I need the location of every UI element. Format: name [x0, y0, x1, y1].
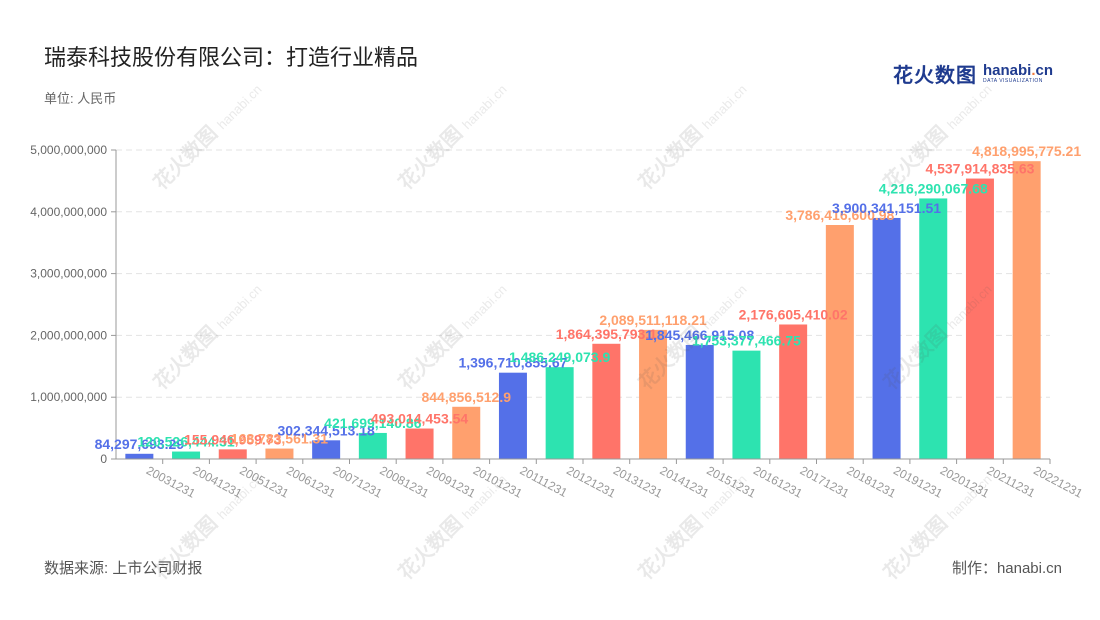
bar: [265, 448, 294, 459]
bar: [498, 372, 527, 459]
x-tick-label: 20051231: [237, 463, 291, 501]
bar: [312, 440, 341, 459]
x-tick-label: 20221231: [1031, 463, 1085, 501]
x-tick-label: 20071231: [331, 463, 385, 501]
data-label: 4,216,290,067.68: [879, 180, 988, 196]
data-label: 155,946,959.73: [184, 431, 282, 447]
unit-label: 单位: 人民币: [44, 91, 117, 106]
grid-lines: [116, 149, 1050, 398]
x-axis-ticks: 2003123120041231200512312006123120071231…: [144, 459, 1085, 501]
data-label: 1,864,395,793.1: [556, 326, 657, 342]
x-tick-label: 20061231: [284, 463, 338, 501]
data-labels: 84,297,693.29120,526,444.31155,946,959.7…: [95, 143, 1082, 452]
data-label: 2,176,605,410.02: [739, 306, 848, 322]
data-label: 84,297,693.29: [95, 436, 185, 452]
data-label: 3,786,416,600.98: [785, 207, 894, 223]
data-label: 1,396,710,855.67: [458, 355, 567, 371]
bar: [965, 178, 994, 459]
logo-en-tld: cn: [1035, 61, 1054, 79]
bar: [639, 329, 668, 459]
bar: [779, 324, 808, 459]
data-label: 2,089,511,118.21: [599, 312, 707, 328]
chart-title: 瑞泰科技股份有限公司：打造行业精品: [44, 45, 419, 70]
bar: [919, 198, 948, 459]
x-tick-label: 20131231: [611, 463, 665, 501]
bar: [825, 224, 854, 459]
x-tick-label: 20111231: [518, 463, 570, 500]
y-tick-label: 2,000,000,000: [30, 328, 107, 342]
bar: [685, 344, 714, 459]
x-tick-label: 20151231: [704, 463, 758, 501]
x-tick-label: 20121231: [564, 463, 618, 501]
bar: [1012, 161, 1041, 459]
x-tick-label: 20181231: [844, 463, 898, 501]
bar: [405, 428, 434, 459]
x-tick-label: 20091231: [424, 463, 478, 501]
bar: [452, 406, 481, 459]
x-tick-label: 20201231: [938, 463, 992, 501]
data-label: 302,344,513.18: [277, 422, 375, 438]
data-label: 1,753,377,466.75: [692, 333, 801, 349]
logo-en-block: hanabi.cn DATA VISUALIZATION: [983, 63, 1053, 84]
x-tick-label: 20161231: [751, 463, 805, 501]
data-source: 数据来源: 上市公司财报: [44, 560, 203, 577]
bar: [592, 343, 621, 459]
x-tick-label: 20141231: [658, 463, 712, 501]
bar: [358, 432, 387, 459]
logo-en-word: hanabi: [983, 61, 1032, 79]
bars: [125, 161, 1041, 459]
data-label: 168,783,561.31: [231, 431, 329, 447]
x-tick-label: 20211231: [985, 463, 1038, 500]
y-tick-label: 3,000,000,000: [30, 267, 107, 281]
data-label: 3,900,341,151.51: [832, 200, 941, 216]
data-label: 1,845,466,915.08: [645, 327, 754, 343]
y-tick-label: 0: [100, 452, 107, 466]
x-tick-label: 20031231: [144, 463, 198, 501]
data-label: 4,537,914,835.63: [925, 161, 1034, 177]
y-tick-label: 1,000,000,000: [30, 390, 107, 404]
data-label: 421,699,140.86: [324, 415, 422, 431]
bar: [545, 367, 574, 459]
bar: [872, 217, 901, 459]
data-label: 4,818,995,775.21: [972, 143, 1081, 159]
x-tick-label: 20171231: [798, 463, 852, 501]
logo-cn-text: 花火数图: [893, 64, 977, 87]
y-tick-label: 5,000,000,000: [30, 143, 107, 157]
bar: [732, 350, 761, 459]
y-tick-label: 4,000,000,000: [30, 205, 107, 219]
bar: [125, 453, 154, 459]
y-axis-ticks: 0 1,000,000,000 2,000,000,000 3,000,000,000…: [30, 143, 116, 466]
data-label: 1,486,249,073.9: [509, 349, 610, 365]
bar: [172, 451, 201, 459]
logo-en-dot: .: [1031, 61, 1036, 79]
x-tick-label: 20041231: [191, 463, 245, 501]
x-tick-label: 20101231: [471, 463, 525, 501]
x-tick-label: 20081231: [377, 463, 431, 501]
bar: [218, 449, 247, 459]
x-tick-label: 20191231: [891, 463, 945, 501]
logo-en-sub: DATA VISUALIZATION: [983, 77, 1043, 84]
data-label: 493,014,453.54: [371, 411, 469, 427]
maker-credit: 制作：hanabi.cn: [951, 560, 1062, 577]
logo-en-main: hanabi.cn: [983, 63, 1053, 78]
data-label: 844,856,512.9: [421, 389, 511, 405]
data-label: 120,526,444.31: [137, 434, 235, 450]
hanabi-logo: 花火数图 hanabi.cn DATA VISUALIZATION: [893, 60, 1053, 87]
